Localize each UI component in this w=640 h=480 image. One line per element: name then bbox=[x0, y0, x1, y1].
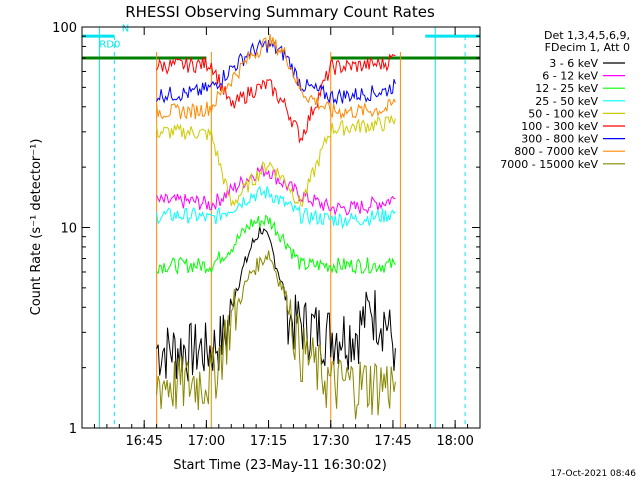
series-line-5 bbox=[156, 53, 396, 144]
series-line-2 bbox=[156, 214, 396, 275]
legend: Det 1,3,4,5,6,9, FDecim 1, Att 0 3 - 6 k… bbox=[500, 29, 630, 171]
legend-label-6: 300 - 800 keV bbox=[521, 133, 598, 146]
footer-timestamp: 17-Oct-2021 08:46 bbox=[551, 469, 637, 479]
series-line-0 bbox=[156, 226, 396, 382]
y-tick-label-1: 10 bbox=[60, 222, 77, 237]
series-line-7 bbox=[156, 33, 396, 120]
series-line-8 bbox=[156, 250, 396, 420]
x-tick-label-4: 17:45 bbox=[374, 434, 411, 449]
flag-label-n: N bbox=[122, 23, 129, 34]
legend-label-8: 7000 - 15000 keV bbox=[500, 158, 598, 171]
legend-label-4: 50 - 100 keV bbox=[528, 107, 598, 120]
y-axis-label: Count Rate (s⁻¹ detector⁻¹) bbox=[29, 139, 44, 316]
series-line-1 bbox=[156, 164, 396, 217]
x-tick-label-3: 17:30 bbox=[312, 434, 349, 449]
legend-label-1: 6 - 12 keV bbox=[542, 70, 598, 83]
legend-label-5: 100 - 300 keV bbox=[521, 120, 598, 133]
legend-label-7: 800 - 7000 keV bbox=[514, 145, 598, 158]
legend-header-line-2: FDecim 1, Att 0 bbox=[545, 41, 630, 54]
series-line-3 bbox=[156, 185, 396, 230]
x-axis-label: Start Time (23-May-11 16:30:02) bbox=[173, 458, 387, 473]
x-tick-label-5: 18:00 bbox=[436, 434, 473, 449]
legend-header-line-1: Det 1,3,4,5,6,9, bbox=[544, 29, 630, 42]
x-tick-label-1: 17:00 bbox=[188, 434, 225, 449]
y-tick-label-0: 1 bbox=[69, 422, 77, 437]
x-tick-label-2: 17:15 bbox=[250, 434, 287, 449]
chart-title: RHESSI Observing Summary Count Rates bbox=[125, 3, 435, 21]
y-tick-label-2: 100 bbox=[52, 21, 77, 36]
legend-label-0: 3 - 6 keV bbox=[549, 57, 598, 70]
series-line-4 bbox=[156, 114, 396, 207]
legend-label-2: 12 - 25 keV bbox=[535, 82, 598, 95]
flag-label-rd0: RD0 bbox=[99, 40, 120, 51]
legend-label-3: 25 - 50 keV bbox=[535, 95, 598, 108]
x-tick-label-0: 16:45 bbox=[125, 434, 162, 449]
